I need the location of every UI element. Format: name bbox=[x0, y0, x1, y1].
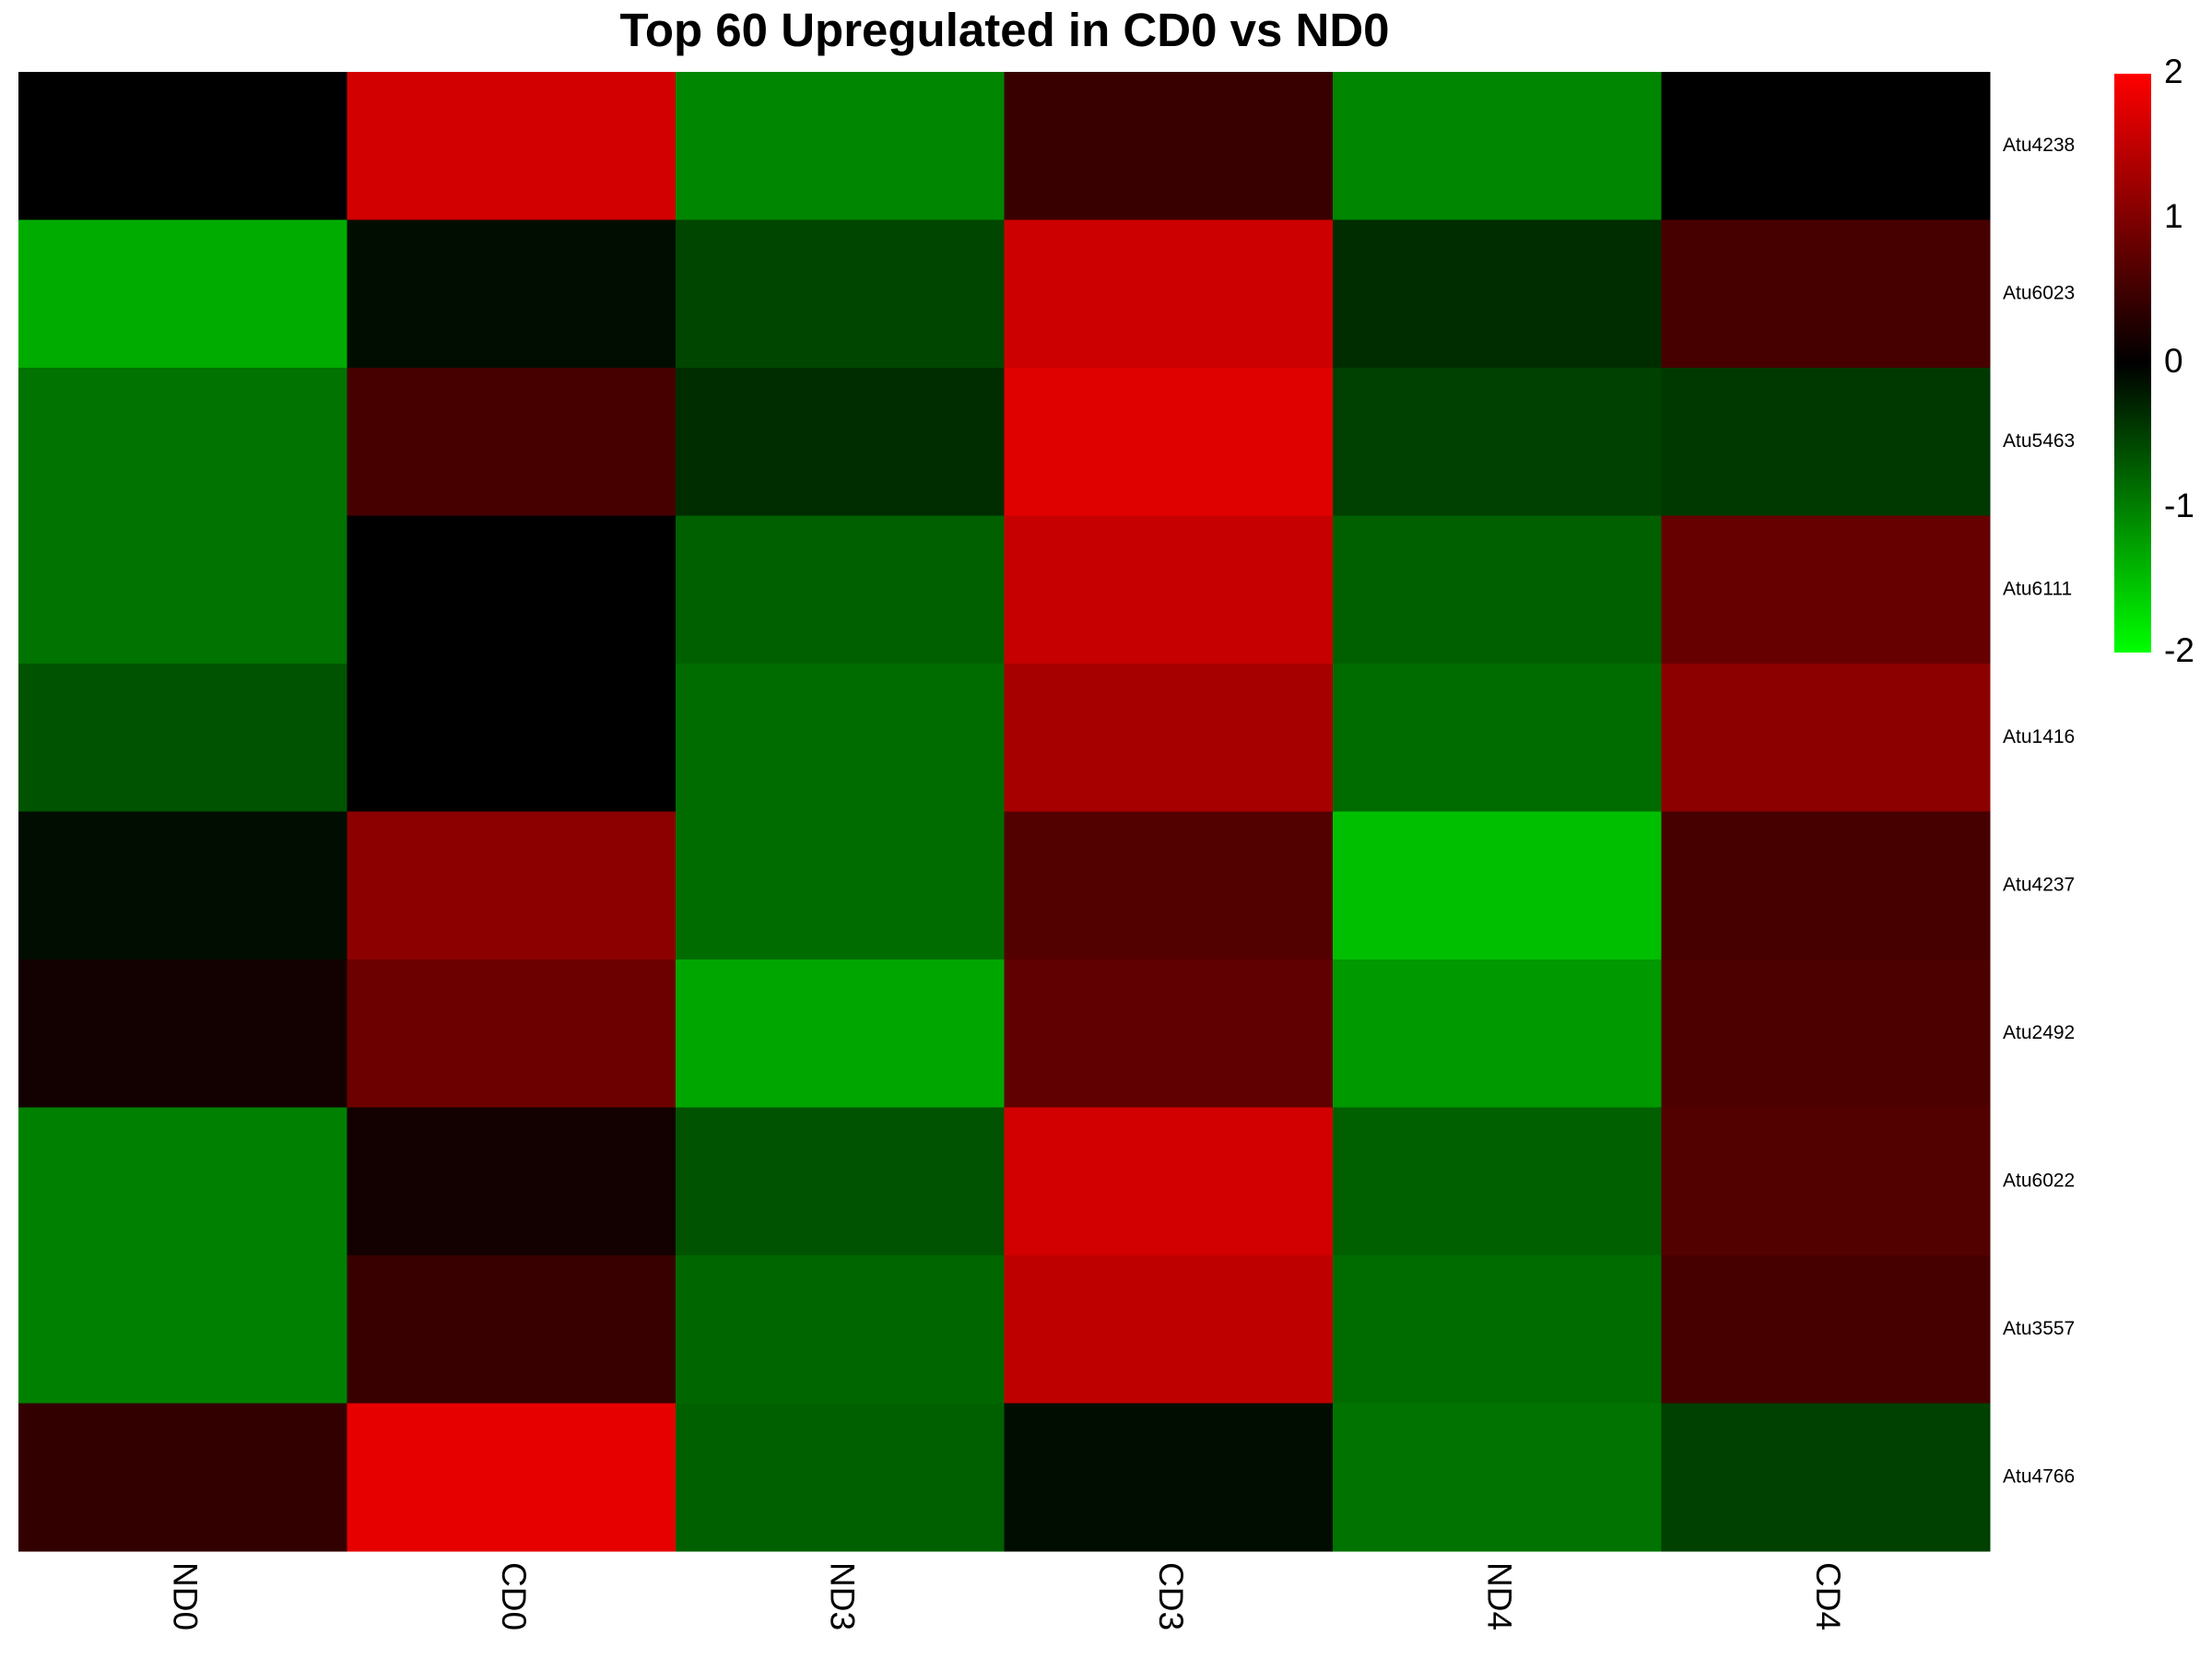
heatmap-cell-atu5463-cd0 bbox=[347, 368, 677, 516]
heatmap-cell-atu6111-cd3 bbox=[1004, 515, 1334, 665]
heatmap-cell-atu3557-nd4 bbox=[1333, 1255, 1662, 1404]
column-labels: ND0 CD0 ND3 CD3 ND4 CD4 bbox=[166, 1562, 1847, 1630]
heatmap-cell-atu4766-cd3 bbox=[1004, 1403, 1334, 1552]
heatmap-cell-atu6022-cd4 bbox=[1661, 1107, 1991, 1256]
heatmap-cell-atu4766-nd0 bbox=[18, 1403, 347, 1552]
heatmap-cell-atu2492-nd0 bbox=[18, 959, 347, 1108]
heatmap-cell-atu3557-cd3 bbox=[1004, 1255, 1334, 1404]
heatmap-cell-atu1416-nd0 bbox=[18, 664, 347, 812]
heatmap-cell-atu4238-nd0 bbox=[18, 72, 347, 220]
heatmap-cell-atu1416-nd4 bbox=[1333, 664, 1662, 812]
heatmap-cell-atu1416-cd3 bbox=[1004, 664, 1334, 812]
heatmap-cell-atu3557-nd3 bbox=[676, 1255, 1005, 1404]
column-label: ND0 bbox=[166, 1562, 204, 1630]
heatmap-cell-atu1416-nd3 bbox=[676, 664, 1005, 812]
heatmap-cell-atu6023-cd3 bbox=[1004, 219, 1334, 369]
column-label: CD4 bbox=[1809, 1562, 1847, 1630]
heatmap-cell-atu4237-nd4 bbox=[1333, 811, 1662, 960]
heatmap-cell-atu4238-cd3 bbox=[1004, 72, 1334, 220]
heatmap-cell-atu6022-nd4 bbox=[1333, 1107, 1662, 1256]
chart-title: Top 60 Upregulated in CD0 vs ND0 bbox=[619, 4, 1390, 56]
row-label: Atu4766 bbox=[2003, 1465, 2075, 1487]
heatmap-cell-atu6023-cd4 bbox=[1661, 219, 1991, 369]
row-label: Atu6111 bbox=[2003, 578, 2072, 599]
heatmap-cell-atu2492-cd4 bbox=[1661, 959, 1991, 1108]
heatmap-cell-atu6022-nd3 bbox=[676, 1107, 1005, 1256]
heatmap-cell-atu3557-nd0 bbox=[18, 1255, 347, 1404]
row-label: Atu1416 bbox=[2003, 726, 2075, 747]
heatmap-cell-atu4238-nd3 bbox=[676, 72, 1005, 220]
legend-tick-label: 0 bbox=[2164, 342, 2183, 380]
heatmap-cell-atu6022-cd0 bbox=[347, 1107, 677, 1256]
heatmap-cell-atu6022-nd0 bbox=[18, 1107, 347, 1256]
legend-tick-label: -1 bbox=[2164, 487, 2194, 524]
heatmap-cell-atu2492-cd0 bbox=[347, 959, 677, 1108]
heatmap-cell-atu2492-cd3 bbox=[1004, 959, 1334, 1108]
color-legend: 2 1 0 -1 -2 bbox=[2114, 53, 2194, 669]
row-label: Atu4237 bbox=[2003, 874, 2075, 895]
heatmap-cell-atu6023-nd0 bbox=[18, 219, 347, 369]
column-label: CD3 bbox=[1152, 1562, 1190, 1630]
column-label: ND4 bbox=[1480, 1562, 1518, 1630]
heatmap-cell-atu6111-nd0 bbox=[18, 515, 347, 665]
heatmap-cell-atu4766-nd3 bbox=[676, 1403, 1005, 1552]
heatmap-cell-atu6023-nd4 bbox=[1333, 219, 1662, 369]
heatmap-cell-atu4237-nd3 bbox=[676, 811, 1005, 960]
heatmap-cell-atu4766-nd4 bbox=[1333, 1403, 1662, 1552]
row-label: Atu6023 bbox=[2003, 282, 2075, 303]
heatmap-cell-atu3557-cd0 bbox=[347, 1255, 677, 1404]
heatmap-cell-atu5463-nd0 bbox=[18, 368, 347, 516]
heatmap-cell-atu6023-cd0 bbox=[347, 219, 677, 369]
row-label: Atu2492 bbox=[2003, 1022, 2075, 1043]
legend-color-bar bbox=[2114, 74, 2151, 653]
heatmap-cell-atu4237-cd0 bbox=[347, 811, 677, 960]
row-label: Atu6022 bbox=[2003, 1170, 2075, 1191]
row-label: Atu5463 bbox=[2003, 430, 2075, 452]
heatmap-cell-atu1416-cd0 bbox=[347, 664, 677, 812]
row-label: Atu4238 bbox=[2003, 135, 2075, 156]
legend-tick-label: -2 bbox=[2164, 631, 2194, 669]
heatmap-cell-atu4238-nd4 bbox=[1333, 72, 1662, 220]
heatmap-cell-atu6023-nd3 bbox=[676, 219, 1005, 369]
heatmap-cell-atu4237-cd4 bbox=[1661, 811, 1991, 960]
heatmap-cell-atu3557-cd4 bbox=[1661, 1255, 1991, 1404]
row-label: Atu3557 bbox=[2003, 1318, 2075, 1339]
heatmap-cell-atu6111-cd0 bbox=[347, 515, 677, 665]
heatmap-cell-atu6022-cd3 bbox=[1004, 1107, 1334, 1256]
heatmap-cell-atu4766-cd0 bbox=[347, 1403, 677, 1552]
heatmap-cell-atu6111-nd3 bbox=[676, 515, 1005, 665]
heatmap-cell-atu5463-nd3 bbox=[676, 368, 1005, 516]
heatmap-cell-atu5463-nd4 bbox=[1333, 368, 1662, 516]
legend-tick-label: 1 bbox=[2164, 197, 2183, 235]
row-labels: Atu4238 Atu6023 Atu5463 Atu6111 Atu1416 Atu42… bbox=[2003, 135, 2075, 1488]
heatmap-cell-atu5463-cd4 bbox=[1661, 368, 1991, 516]
column-label: CD0 bbox=[495, 1562, 533, 1630]
heatmap-cell-atu1416-cd4 bbox=[1661, 664, 1991, 812]
heatmap-cell-atu4237-cd3 bbox=[1004, 811, 1334, 960]
heatmap-cell-atu4238-cd0 bbox=[347, 72, 677, 220]
heatmap-cell-atu4766-cd4 bbox=[1661, 1403, 1991, 1552]
heatmap-cell-atu4237-nd0 bbox=[18, 811, 347, 960]
heatmap-cell-atu2492-nd4 bbox=[1333, 959, 1662, 1108]
heatmap-cell-atu6111-cd4 bbox=[1661, 515, 1991, 665]
heatmap-cells bbox=[18, 72, 1991, 1552]
column-label: ND3 bbox=[823, 1562, 861, 1630]
heatmap-cell-atu2492-nd3 bbox=[676, 959, 1005, 1108]
heatmap-cell-atu5463-cd3 bbox=[1004, 368, 1334, 516]
heatmap-cell-atu4238-cd4 bbox=[1661, 72, 1991, 220]
heatmap-cell-atu6111-nd4 bbox=[1333, 515, 1662, 665]
legend-tick-label: 2 bbox=[2164, 53, 2183, 90]
